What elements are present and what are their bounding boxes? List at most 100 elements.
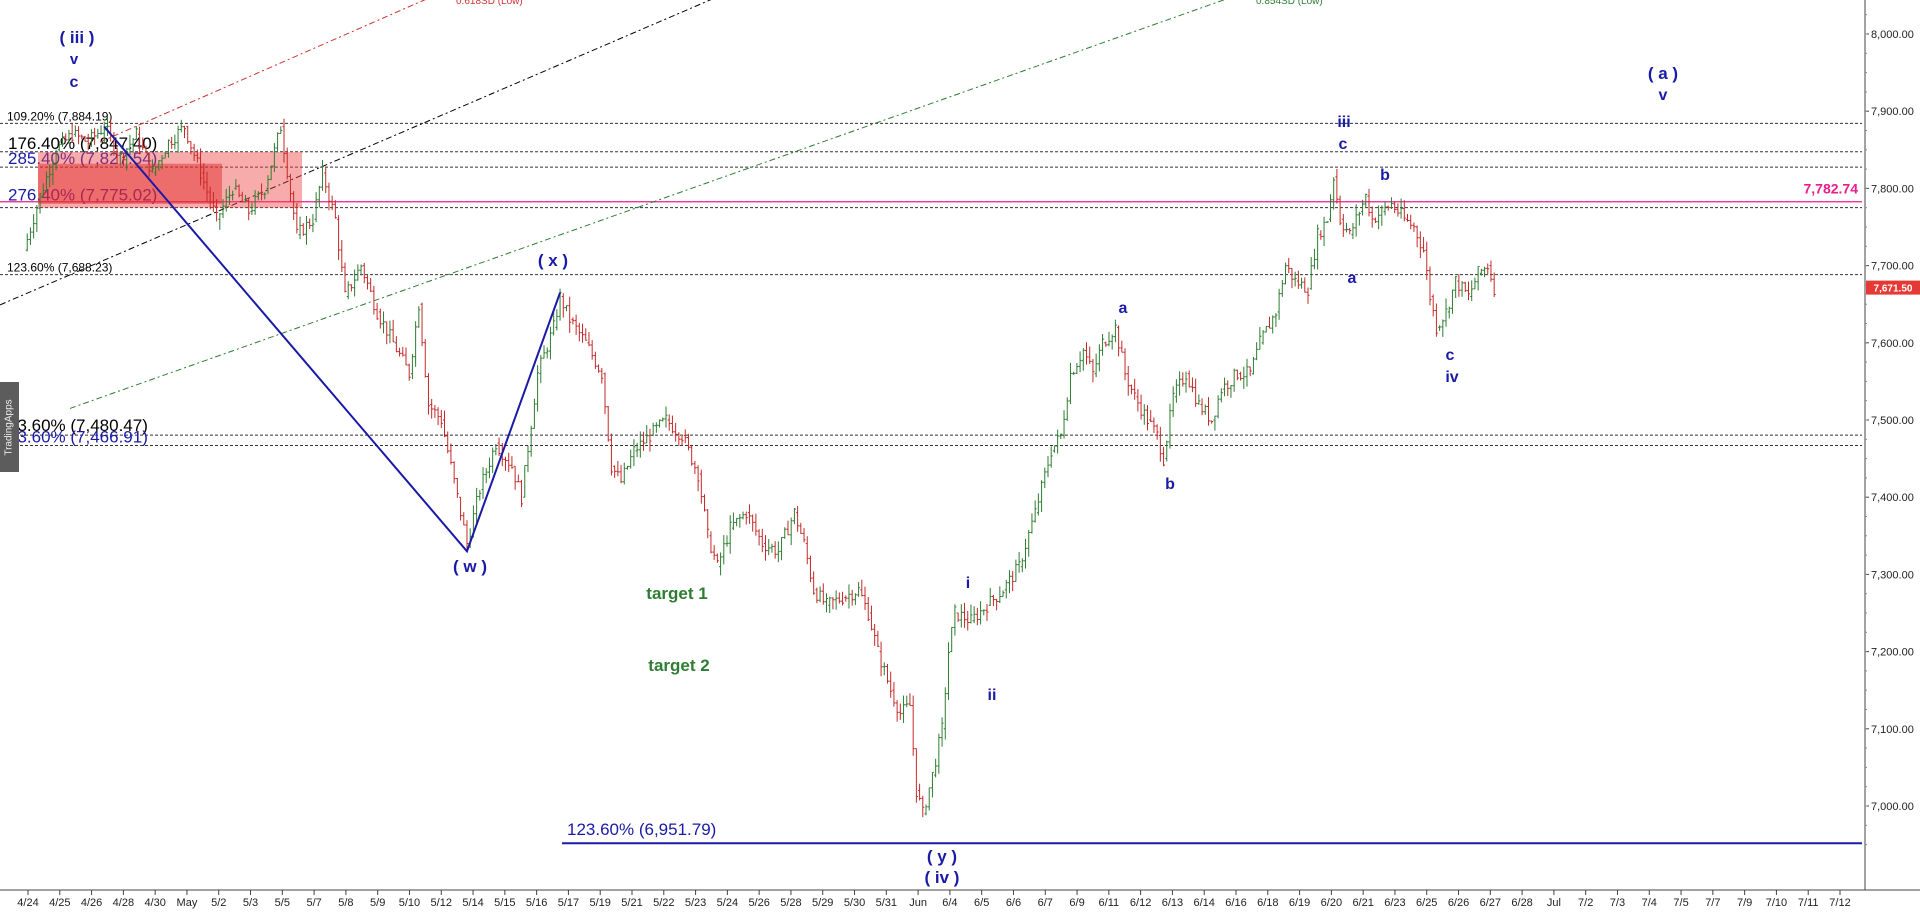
date-tick-label: 5/17 xyxy=(558,897,579,909)
date-tick-label: 6/28 xyxy=(1511,897,1532,909)
price-tick-label: 7,100.00 xyxy=(1871,724,1914,736)
channel-line-green xyxy=(69,0,1226,409)
date-tick-label: 7/5 xyxy=(1673,897,1688,909)
date-tick-label: 7/7 xyxy=(1705,897,1720,909)
date-tick-label: 6/25 xyxy=(1416,897,1437,909)
wave-label: a xyxy=(1348,270,1357,287)
date-tick-label: 4/24 xyxy=(17,897,38,909)
wave-label: c xyxy=(1339,136,1348,153)
target-2-label: target 2 xyxy=(648,656,709,675)
date-tick-label: 6/27 xyxy=(1480,897,1501,909)
wave-label: b xyxy=(1380,167,1390,184)
fib-level-label: 23.60% (7,466.91) xyxy=(8,428,148,447)
fib-level-label: 123.60% (7,688.23) xyxy=(7,261,112,275)
date-tick-label: 7/10 xyxy=(1766,897,1787,909)
date-tick-label: 5/14 xyxy=(462,897,483,909)
date-tick-label: 4/30 xyxy=(144,897,165,909)
date-tick-label: 5/24 xyxy=(717,897,738,909)
channel-line-black xyxy=(0,0,712,306)
date-tick-label: 5/2 xyxy=(211,897,226,909)
date-tick-label: 6/23 xyxy=(1384,897,1405,909)
date-tick-label: 6/6 xyxy=(1006,897,1021,909)
price-tick-label: 7,900.00 xyxy=(1871,106,1914,118)
date-tick-label: 5/19 xyxy=(589,897,610,909)
target-1-label: target 1 xyxy=(646,584,707,603)
resistance-zone-inner xyxy=(38,163,222,204)
fib-level-label: 23.60% (7,480.47) xyxy=(8,416,148,435)
date-tick-label: 5/10 xyxy=(399,897,420,909)
wave-label: ( y ) xyxy=(927,847,957,866)
date-tick-label: 7/4 xyxy=(1642,897,1657,909)
candlesticks xyxy=(25,116,1496,818)
price-tick-label: 7,000.00 xyxy=(1871,801,1914,813)
wave-swing-line xyxy=(103,125,562,554)
date-tick-label: 6/11 xyxy=(1099,897,1120,909)
date-tick-label: 5/5 xyxy=(275,897,290,909)
date-tick-label: 6/7 xyxy=(1038,897,1053,909)
date-tick-label: 6/4 xyxy=(942,897,957,909)
date-tick-label: 6/16 xyxy=(1225,897,1246,909)
date-tick-label: May xyxy=(177,897,198,909)
date-tick-label: 5/8 xyxy=(338,897,353,909)
date-tick-label: 6/18 xyxy=(1257,897,1278,909)
date-tick-label: 4/26 xyxy=(81,897,102,909)
marked-price-label: 7,782.74 xyxy=(1804,181,1859,197)
wave-swing-lines xyxy=(103,125,562,554)
date-tick-label: 5/22 xyxy=(653,897,674,909)
wave-label: ( iv ) xyxy=(925,868,960,887)
channel-label-red: 0.618SD (Low) xyxy=(456,0,523,7)
current-price-label: 7,671.50 xyxy=(1874,284,1913,295)
date-tick-label: 6/9 xyxy=(1069,897,1084,909)
date-tick-label: 7/9 xyxy=(1737,897,1752,909)
date-tick-label: 5/15 xyxy=(494,897,515,909)
date-tick-label: 5/21 xyxy=(621,897,642,909)
date-tick-label: 7/2 xyxy=(1578,897,1593,909)
date-tick-label: 6/14 xyxy=(1193,897,1214,909)
date-tick-label: 7/11 xyxy=(1798,897,1819,909)
price-tick-label: 7,800.00 xyxy=(1871,183,1914,195)
price-tick-label: 8,000.00 xyxy=(1871,29,1914,41)
wave-label: ii xyxy=(988,687,997,704)
channel-label-green: 0.854SD (Low) xyxy=(1256,0,1323,7)
price-tick-label: 7,700.00 xyxy=(1871,261,1914,273)
date-tick-label: 6/12 xyxy=(1130,897,1151,909)
wave-label: b xyxy=(1165,476,1175,493)
price-tick-label: 7,600.00 xyxy=(1871,338,1914,350)
date-tick-label: 5/16 xyxy=(526,897,547,909)
date-tick-label: 4/25 xyxy=(49,897,70,909)
date-tick-label: 5/3 xyxy=(243,897,258,909)
price-tick-label: 7,300.00 xyxy=(1871,569,1914,581)
price-axis[interactable]: 8,000.00 7,900.00 7,800.00 7,700.00 7,600.00… xyxy=(1864,0,1920,890)
wave-label: a xyxy=(1119,300,1128,317)
date-tick-label: 5/23 xyxy=(685,897,706,909)
trend-channels: 0.618SD (Low) 0.854SD (Low) xyxy=(0,0,1323,409)
date-tick-label: 6/20 xyxy=(1321,897,1342,909)
date-tick-label: 6/13 xyxy=(1162,897,1183,909)
date-tick-label: 5/30 xyxy=(844,897,865,909)
fib-level-lines: 109.20% (7,884.19)176.40% (7,847.40)285.… xyxy=(0,109,1862,845)
chart-labels: ( iii )vc( w )( x )( y )( iv )iiiabiiica… xyxy=(60,28,1679,887)
wave-label: v xyxy=(1659,87,1668,104)
date-tick-label: 6/26 xyxy=(1448,897,1469,909)
date-tick-label: 5/26 xyxy=(748,897,769,909)
wave-label: ( iii ) xyxy=(60,28,95,47)
wave-label: iii xyxy=(1337,114,1350,131)
date-tick-label: 7/12 xyxy=(1829,897,1850,909)
date-tick-label: 6/19 xyxy=(1289,897,1310,909)
price-tick-label: 7,500.00 xyxy=(1871,415,1914,427)
date-tick-label: 5/28 xyxy=(780,897,801,909)
channel-line-red xyxy=(99,0,426,143)
wave-label: c xyxy=(1446,347,1455,364)
date-tick-label: 5/31 xyxy=(876,897,897,909)
date-tick-label: 5/9 xyxy=(370,897,385,909)
date-tick-label: 5/12 xyxy=(431,897,452,909)
date-tick-label: 6/5 xyxy=(974,897,989,909)
date-tick-label: 7/3 xyxy=(1610,897,1625,909)
support-line-label: 123.60% (6,951.79) xyxy=(567,820,716,839)
date-tick-label: 5/29 xyxy=(812,897,833,909)
date-axis[interactable]: 4/24 4/25 4/26 4/28 4/30 May 5/2 5/3 5/5 5/7 5/8 5/… xyxy=(0,889,1920,909)
date-tick-label: 5/7 xyxy=(306,897,321,909)
price-tick-label: 7,200.00 xyxy=(1871,647,1914,659)
wave-label: ( x ) xyxy=(538,251,568,270)
